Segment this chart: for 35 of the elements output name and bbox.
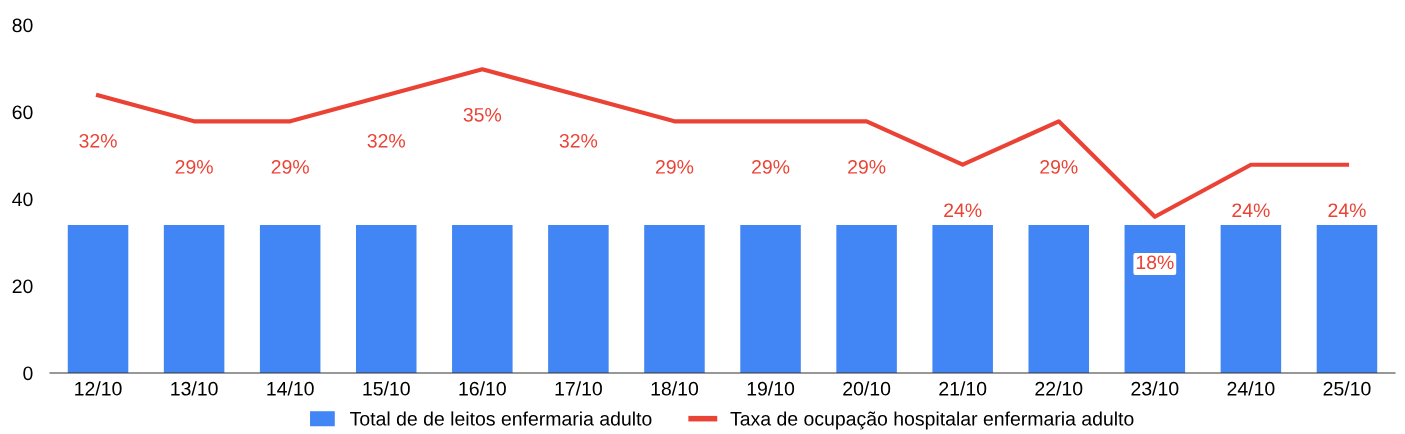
x-tick-label: 15/10 — [363, 381, 410, 396]
y-tick-label: 40 — [12, 192, 33, 207]
x-tick-label: 13/10 — [171, 381, 218, 396]
legend-label: Total de de leitos enfermaria adulto — [350, 411, 652, 426]
y-tick-label: 0 — [23, 366, 33, 381]
data-label: 29% — [752, 160, 790, 174]
x-tick-label: 17/10 — [555, 381, 602, 396]
x-tick-label: 16/10 — [459, 381, 506, 396]
legend-label: Taxa de ocupação hospitalar enfermaria adulto — [730, 411, 1134, 430]
x-tick-label: 19/10 — [747, 381, 795, 396]
data-label: 32% — [367, 133, 406, 148]
data-label: 29% — [175, 160, 213, 174]
x-tick-label: 20/10 — [843, 381, 891, 396]
y-tick-label: 20 — [12, 279, 33, 294]
x-tick-label: 18/10 — [651, 381, 699, 396]
x-tick-label: 25/10 — [1323, 381, 1371, 396]
x-tick-label: 22/10 — [1035, 381, 1083, 396]
data-label: 18% — [1136, 255, 1174, 270]
y-tick-label: 60 — [12, 105, 33, 120]
x-tick-label: 24/10 — [1227, 381, 1275, 396]
data-label: 24% — [1328, 203, 1366, 218]
data-label: 35% — [463, 107, 502, 122]
x-tick-label: 12/10 — [75, 381, 122, 396]
data-label: 29% — [1040, 160, 1078, 174]
data-label: 29% — [655, 160, 694, 174]
data-label: 24% — [944, 203, 982, 218]
x-tick-label: 23/10 — [1131, 381, 1179, 396]
data-label: 29% — [271, 160, 309, 174]
data-label: 29% — [848, 160, 886, 174]
data-label: 32% — [559, 133, 598, 148]
x-tick-label: 21/10 — [939, 381, 987, 396]
data-label: 24% — [1232, 203, 1270, 218]
data-label: 32% — [79, 133, 117, 148]
x-tick-label: 14/10 — [267, 381, 314, 396]
y-tick-label: 80 — [12, 18, 33, 33]
